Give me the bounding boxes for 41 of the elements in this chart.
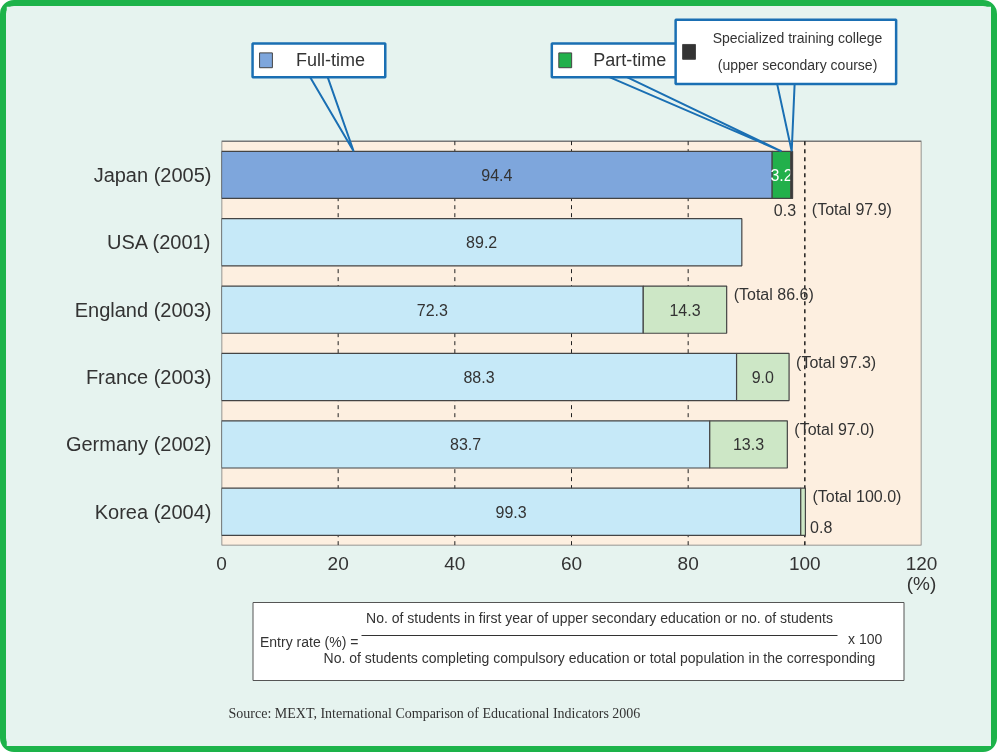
bar: [221, 218, 743, 267]
data-label: 89.2: [466, 234, 498, 252]
data-label: 9.0: [751, 369, 775, 387]
data-label: 94.4: [481, 166, 513, 184]
total-label: (Total 97.9): [811, 201, 892, 219]
text: No. of students in first year of upper secondary education or no. of students: [366, 609, 833, 626]
data-label: 83.7: [450, 436, 482, 454]
y-tick-label: France (2003): [85, 366, 212, 389]
text: No. of students completing compulsory education or total population in the corresponding: [323, 650, 876, 666]
total-label: (Total 97.0): [794, 421, 875, 439]
legend-label: Full-time: [296, 50, 366, 71]
y-tick-label: Korea (2004): [94, 500, 212, 523]
data-label: 3.2: [770, 166, 793, 184]
x-tick-label: 120: [905, 552, 938, 574]
data-label: 0.3: [773, 201, 797, 219]
total-label: (Total 86.6): [733, 286, 814, 304]
total-label: (Total 100.0): [812, 488, 902, 506]
source-note: Source: MEXT, International Comparison of Educational Indicators 2006: [228, 706, 641, 721]
data-label: 88.3: [463, 369, 495, 387]
x-tick-label: 80: [677, 552, 699, 574]
text: Entry rate (%) =: [260, 633, 359, 650]
y-tick-label: Germany (2002): [65, 433, 212, 456]
x-tick-label: 40: [444, 552, 466, 574]
data-label: 13.3: [732, 436, 765, 454]
data-label: 99.3: [495, 503, 527, 521]
y-tick-label: USA (2001): [107, 231, 211, 254]
legend-label: Specialized training college (upper secondary course): [712, 30, 883, 74]
legend-label: Part-time: [593, 50, 667, 71]
x-tick-label: 0: [216, 552, 227, 574]
y-tick-label: Japan (2005): [93, 163, 212, 186]
data-label: 72.3: [416, 301, 449, 319]
data-label: 0.8: [810, 518, 833, 536]
data-label: 14.3: [669, 301, 701, 319]
bar: [221, 487, 802, 536]
y-tick-label: England (2003): [74, 298, 212, 321]
x-tick-label: 100: [788, 552, 821, 574]
text: x 100: [848, 630, 883, 647]
x-tick-label: 20: [327, 552, 349, 574]
total-label: (Total 97.3): [796, 353, 877, 371]
x-tick-label: 60: [560, 552, 583, 574]
x-axis-title: (%): [906, 572, 937, 594]
